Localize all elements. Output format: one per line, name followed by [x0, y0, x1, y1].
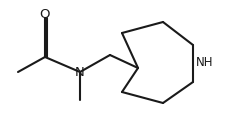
- Text: NH: NH: [195, 57, 213, 70]
- Text: O: O: [40, 8, 50, 21]
- Text: N: N: [75, 66, 85, 79]
